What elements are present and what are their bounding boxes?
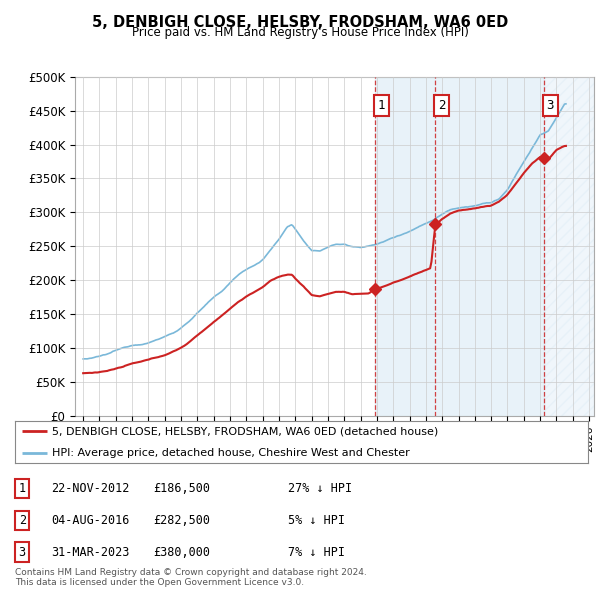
Text: £380,000: £380,000 [153,546,210,559]
Text: HPI: Average price, detached house, Cheshire West and Chester: HPI: Average price, detached house, Ches… [52,448,410,457]
Text: 2: 2 [438,99,445,112]
Bar [375,77,544,416]
Text: £186,500: £186,500 [153,482,210,495]
Text: 5, DENBIGH CLOSE, HELSBY, FRODSHAM, WA6 0ED: 5, DENBIGH CLOSE, HELSBY, FRODSHAM, WA6 … [92,15,508,30]
Text: 04-AUG-2016: 04-AUG-2016 [51,514,130,527]
Text: 27% ↓ HPI: 27% ↓ HPI [288,482,352,495]
Text: 22-NOV-2012: 22-NOV-2012 [51,482,130,495]
Text: 31-MAR-2023: 31-MAR-2023 [51,546,130,559]
Bar [544,77,594,416]
Text: 7% ↓ HPI: 7% ↓ HPI [288,546,345,559]
Text: 2: 2 [19,514,26,527]
Text: 5% ↓ HPI: 5% ↓ HPI [288,514,345,527]
Text: 3: 3 [547,99,554,112]
Text: 5, DENBIGH CLOSE, HELSBY, FRODSHAM, WA6 0ED (detached house): 5, DENBIGH CLOSE, HELSBY, FRODSHAM, WA6 … [52,427,439,436]
Text: 1: 1 [19,482,26,495]
Text: Contains HM Land Registry data © Crown copyright and database right 2024.: Contains HM Land Registry data © Crown c… [15,568,367,577]
Text: This data is licensed under the Open Government Licence v3.0.: This data is licensed under the Open Gov… [15,578,304,587]
Text: £282,500: £282,500 [153,514,210,527]
Text: Price paid vs. HM Land Registry's House Price Index (HPI): Price paid vs. HM Land Registry's House … [131,26,469,39]
Text: 1: 1 [377,99,385,112]
Text: 3: 3 [19,546,26,559]
